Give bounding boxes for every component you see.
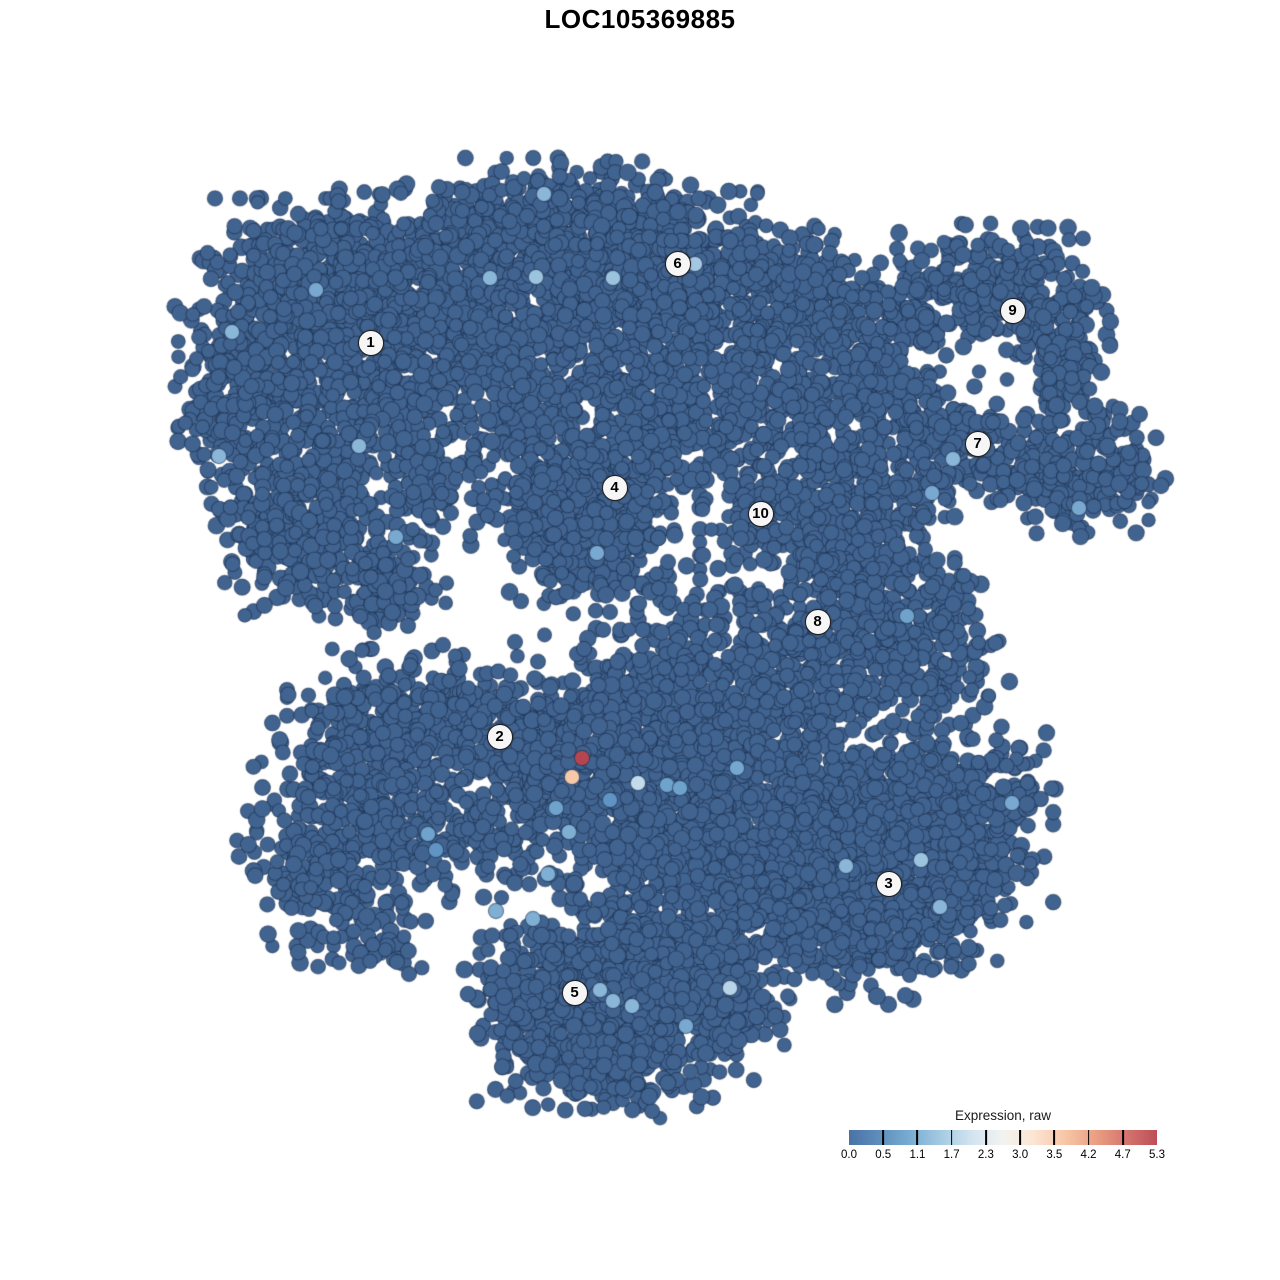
legend-tick-label: 1.1: [909, 1149, 926, 1161]
legend-tick-label: 4.2: [1080, 1149, 1097, 1161]
legend-tick-line: [1053, 1130, 1056, 1145]
legend-tick-line: [984, 1130, 987, 1145]
legend-tick-label: 2.3: [977, 1149, 994, 1161]
legend-tick-label: 3.0: [1012, 1149, 1029, 1161]
legend-tick-labels: 0.0 0.5 1.1 1.7 2.3 3.0 3.5 4.2 4.7 5.3: [841, 1149, 1165, 1165]
legend-tick-line: [1121, 1130, 1124, 1145]
legend-tick-label: 4.7: [1114, 1149, 1131, 1161]
legend-tick-line: [950, 1130, 953, 1145]
legend-tick-line: [916, 1130, 919, 1145]
legend-tick-label: 5.3: [1149, 1149, 1165, 1161]
legend-tick-label: 3.5: [1046, 1149, 1063, 1161]
legend-tick-label: 1.7: [943, 1149, 960, 1161]
legend-tick-label: 0.0: [841, 1149, 857, 1161]
legend-tick-label: 0.5: [875, 1149, 892, 1161]
legend-title: Expression, raw: [954, 1108, 1052, 1123]
expression-legend: Expression, raw 0.0 0.5 1.1 1.7 2.3 3.0 3.5 4.2…: [841, 1108, 1165, 1165]
legend-tick-line: [882, 1130, 885, 1145]
legend-tick-line: [1019, 1130, 1022, 1145]
legend-tick-line: [1087, 1130, 1090, 1145]
legend-colorbar: [849, 1130, 1157, 1145]
